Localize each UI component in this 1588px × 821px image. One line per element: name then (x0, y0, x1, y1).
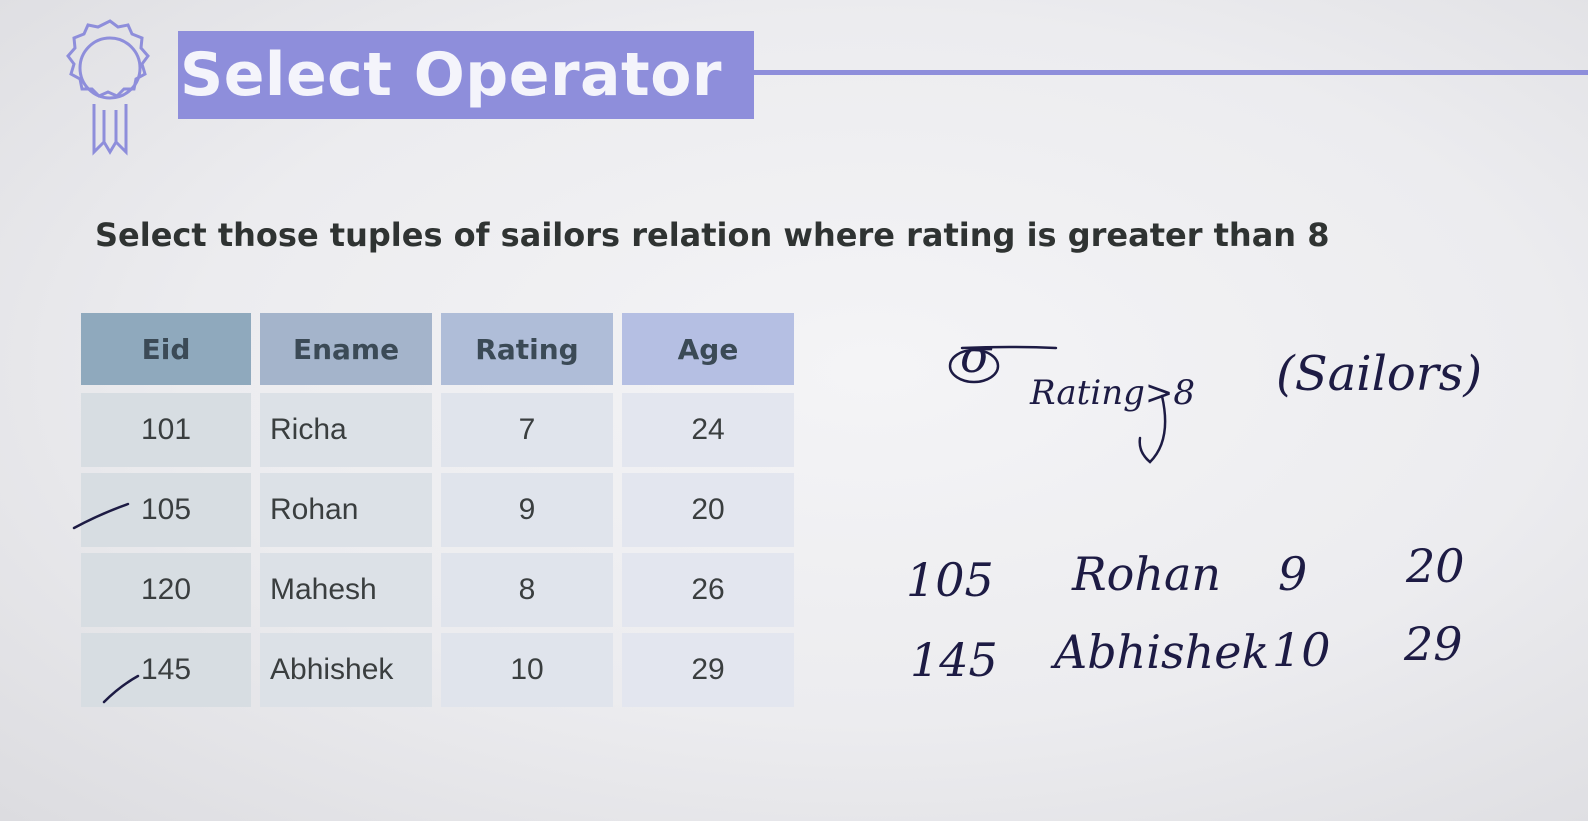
eid-cell: 145 (81, 633, 251, 707)
rating-cell: 8 (441, 553, 613, 627)
rating-cell: 10 (441, 633, 613, 707)
result-eid: 145 (910, 633, 998, 687)
result-ename: Abhishek (1050, 625, 1269, 679)
ename-cell: Rohan (260, 473, 432, 547)
table-row: 145 Abhishek 10 29 (81, 633, 794, 707)
sigma-symbol (948, 345, 1058, 384)
table-header-row: Eid Ename Rating Age (81, 313, 794, 385)
age-cell: 26 (622, 553, 794, 627)
relation-name: (Sailors) (1276, 346, 1482, 402)
result-ename: Rohan (1071, 547, 1221, 601)
result-rating: 10 (1272, 623, 1331, 677)
rating-cell: 7 (441, 393, 613, 467)
table-row: 120 Mahesh 8 26 (81, 553, 794, 627)
age-cell: 24 (622, 393, 794, 467)
slide-title: Select Operator (180, 40, 723, 110)
eid-cell: 120 (81, 553, 251, 627)
title-highlight (178, 31, 754, 119)
sigma-text: σ (960, 329, 993, 383)
column-header-eid: Eid (81, 313, 251, 385)
column-header-age: Age (622, 313, 794, 385)
title-underline (754, 70, 1588, 75)
column-header-rating: Rating (441, 313, 613, 385)
ename-cell: Abhishek (260, 633, 432, 707)
award-ribbon-icon (66, 19, 150, 156)
result-rating: 9 (1278, 547, 1307, 601)
result-eid: 105 (906, 553, 994, 607)
question-text: Select those tuples of sailors relation … (95, 216, 1330, 254)
ename-cell: Richa (260, 393, 432, 467)
eid-cell: 105 (81, 473, 251, 547)
result-age: 20 (1405, 539, 1465, 593)
sailors-table: Eid Ename Rating Age 101 Richa 7 24 105 … (81, 313, 794, 713)
rating-cell: 9 (441, 473, 613, 547)
age-cell: 20 (622, 473, 794, 547)
eid-cell: 101 (81, 393, 251, 467)
table-row: 105 Rohan 9 20 (81, 473, 794, 547)
age-cell: 29 (622, 633, 794, 707)
table-row: 101 Richa 7 24 (81, 393, 794, 467)
selection-condition: Rating>8 (1029, 373, 1195, 413)
result-age: 29 (1403, 617, 1463, 671)
condition-hook (1138, 394, 1167, 464)
ename-cell: Mahesh (260, 553, 432, 627)
column-header-ename: Ename (260, 313, 432, 385)
